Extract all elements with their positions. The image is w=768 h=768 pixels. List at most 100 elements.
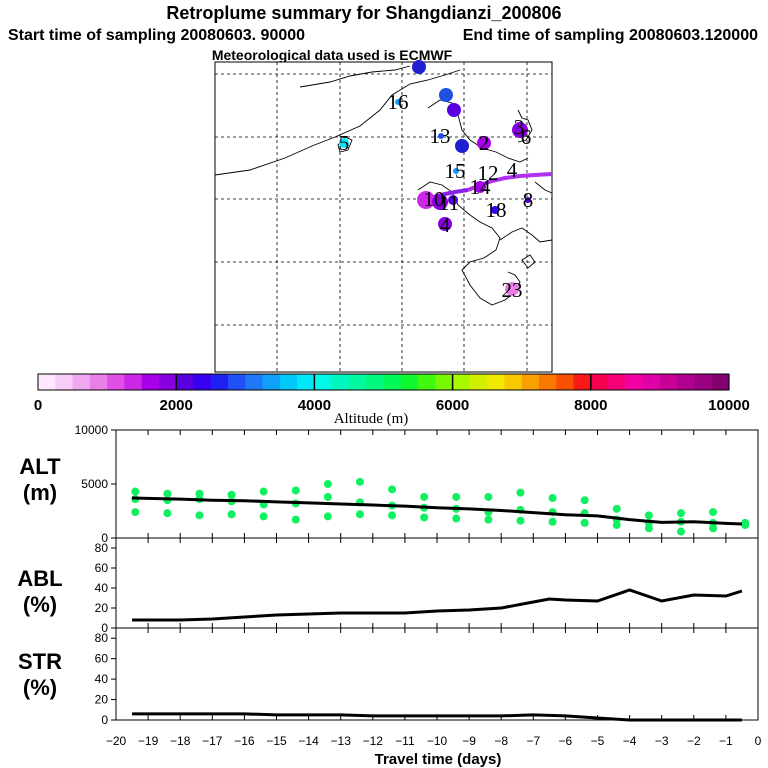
met-data-label: Meteorological data used is ECMWF [212, 47, 453, 63]
cluster-marker [438, 217, 452, 231]
colorbar-cell [348, 374, 367, 390]
y-tick-label: 0 [101, 531, 108, 545]
cluster-marker [412, 60, 426, 74]
y-tick-label: 40 [95, 672, 109, 686]
cluster-label: 8 [523, 188, 534, 212]
start-time-label: Start time of sampling 20080603. 90000 [8, 27, 305, 44]
colorbar-cell [659, 374, 678, 390]
colorbar-cell [72, 374, 91, 390]
colorbar-tick-label: 8000 [574, 397, 607, 414]
y-tick-label: 20 [95, 693, 109, 707]
cluster-point [163, 509, 172, 518]
colorbar-cell [642, 374, 661, 390]
colorbar-cell [262, 374, 281, 390]
colorbar-cell [694, 374, 713, 390]
colorbar-cell [573, 374, 592, 390]
abl-label: ABL [17, 566, 62, 591]
figure-title: Retroplume summary for Shangdianzi_20080… [166, 3, 561, 23]
y-tick-label: 5000 [81, 477, 108, 491]
cluster-point [741, 521, 750, 530]
cluster-marker [474, 181, 486, 193]
abl-unit-label: (%) [23, 592, 57, 617]
colorbar-cell [538, 374, 557, 390]
x-tick-label: −16 [234, 734, 255, 748]
colorbar-cell [711, 374, 730, 390]
colorbar-cell [176, 374, 195, 390]
x-tick-label: −2 [687, 734, 701, 748]
x-tick-label: −12 [363, 734, 384, 748]
cluster-point [548, 517, 557, 526]
y-tick-label: 60 [95, 652, 109, 666]
cluster-marker [439, 88, 453, 102]
x-tick-label: −4 [623, 734, 637, 748]
cluster-label: 11 [439, 191, 459, 215]
colorbar-tick-label: 4000 [298, 397, 331, 414]
cluster-point [259, 512, 268, 521]
cluster-point [131, 487, 140, 496]
x-tick-label: −20 [106, 734, 127, 748]
cluster-point [291, 486, 300, 495]
y-tick-label: 20 [95, 601, 109, 615]
colorbar-cell [107, 374, 125, 390]
cluster-point [644, 511, 653, 520]
x-tick-label: −8 [494, 734, 508, 748]
cluster-label: 14 [470, 175, 492, 199]
cluster-marker [455, 139, 469, 153]
map-clusters [339, 60, 531, 296]
map-coastlines [214, 65, 553, 306]
cluster-point [420, 513, 429, 522]
colorbar-cell [210, 374, 229, 390]
map-frame [214, 61, 553, 373]
cluster-point [452, 492, 461, 501]
alt-line [132, 496, 743, 526]
cluster-point [355, 477, 364, 486]
x-tick-label: −3 [655, 734, 669, 748]
end-time-label: End time of sampling 20080603.120000 [463, 27, 758, 44]
x-tick-label: 0 [755, 734, 762, 748]
colorbar-cell [297, 374, 315, 390]
cluster-point [612, 504, 621, 513]
colorbar-cell [677, 374, 696, 390]
colorbar-frame [37, 373, 730, 391]
colorbar-cell [141, 374, 160, 390]
colorbar-cell [331, 374, 350, 390]
cluster-marker [395, 99, 401, 105]
cluster-marker [491, 206, 499, 214]
colorbar-cell [124, 374, 143, 390]
colorbar-cell [314, 374, 333, 390]
cluster-point [323, 492, 332, 501]
cluster-point [484, 515, 493, 524]
cluster-point [355, 510, 364, 519]
cluster-point [516, 488, 525, 497]
str-panel: STR (%) 0 20 40 60 80 [18, 627, 759, 727]
cluster-marker [339, 138, 349, 148]
cluster-marker [447, 103, 461, 117]
cluster-point [612, 521, 621, 530]
colorbar-tick-label: 2000 [160, 397, 193, 414]
cluster-point [644, 524, 653, 533]
cluster-marker [448, 195, 458, 205]
colorbar-cell [590, 374, 609, 390]
x-tick-label: −19 [138, 734, 159, 748]
colorbar-cell [366, 374, 385, 390]
colorbar-cell [504, 374, 523, 390]
colorbar-cell [487, 374, 506, 390]
cluster-point [291, 515, 300, 524]
y-tick-label: 0 [101, 713, 108, 727]
cluster-point [163, 489, 172, 498]
cluster-point [548, 494, 557, 503]
cluster-point [323, 480, 332, 488]
cluster-label: 2 [479, 131, 490, 155]
cluster-point [420, 492, 429, 501]
colorbar-cell [38, 374, 56, 390]
alt-panel: ALT (m) 0 5000 10000 [19, 423, 759, 545]
cluster-point [676, 527, 685, 536]
x-tick-label: −9 [462, 734, 476, 748]
x-tick-label: −5 [591, 734, 605, 748]
cluster-label: 10 [424, 187, 445, 211]
cluster-point [452, 514, 461, 523]
x-tick-label: −17 [202, 734, 223, 748]
colorbar-cell [418, 374, 436, 390]
